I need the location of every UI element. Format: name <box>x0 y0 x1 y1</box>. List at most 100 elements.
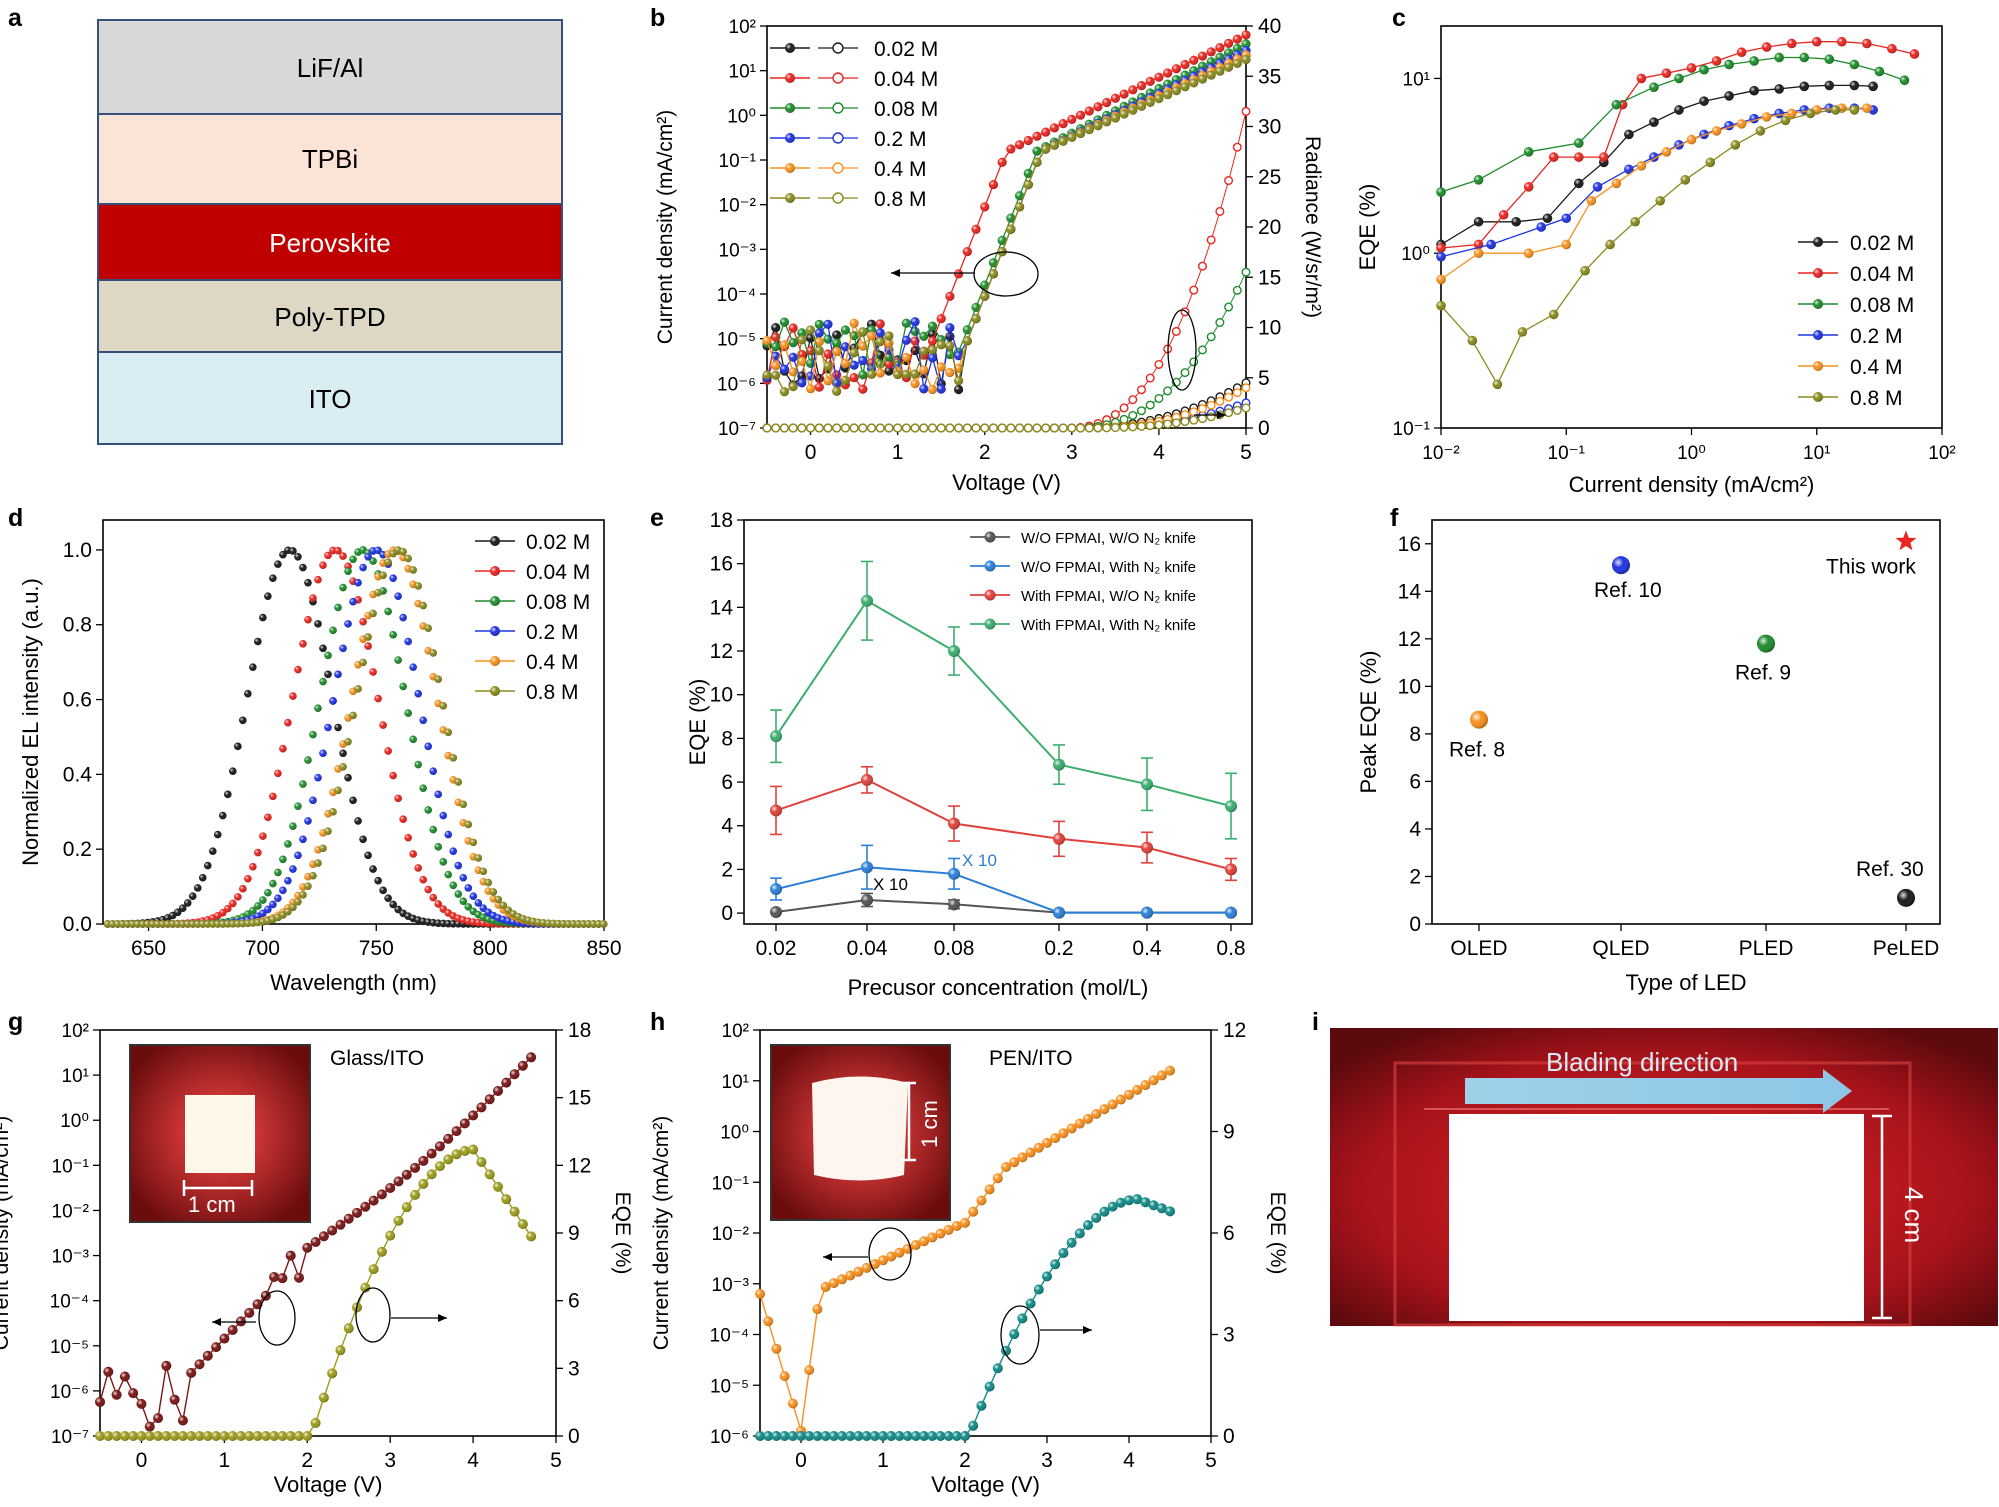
chart-d-point-5-7794-shade <box>439 702 448 710</box>
chart-b-jv-point-2-11-shade <box>858 370 868 380</box>
chart-d-point-5-7838 <box>449 754 458 762</box>
chart-d-ytick-label-3: 0.6 <box>63 689 92 712</box>
chart-h-ytick-label-3: 10⁻³ <box>712 1275 750 1296</box>
chart-d-point-1-7156-shade <box>294 665 302 674</box>
chart-g-jv-point-41-shade <box>434 1141 445 1152</box>
chart-b-jv-point-1-24-shade <box>971 224 981 234</box>
chart-b-jv-point-1-25 <box>980 202 990 212</box>
chart-b-jv-point-4-4-shade <box>797 356 807 366</box>
chart-b-rad-point-5-18 <box>919 423 929 433</box>
chart-c-point-2-7 <box>1699 64 1709 75</box>
chart-g-eqe-point-42 <box>443 1154 454 1165</box>
panel-letter-f: f <box>1390 504 1399 532</box>
chart-b-xtick-label-4: 4 <box>1153 441 1165 464</box>
chart-e-point-3-3 <box>1053 758 1065 771</box>
chart-c-legend-marker-5-shade <box>1813 392 1823 402</box>
chart-b-jv-point-1-46-shade <box>1163 68 1173 78</box>
chart-d-point-0-6826-shade <box>218 811 227 820</box>
chart-b-jv-point-0-1-shade <box>771 323 781 333</box>
chart-f-xlabel: Type of LED <box>1625 970 1746 995</box>
chart-e-point-1-4 <box>1141 906 1153 919</box>
chart-f-ytick-label-6: 12 <box>1398 628 1421 651</box>
chart-g-xtick-label-0: 0 <box>136 1449 148 1472</box>
device-stack: LiF/Al TPBi Perovskite Poly-TPD ITO <box>97 19 563 445</box>
chart-d-point-0-6694 <box>188 892 197 900</box>
chart-d-point-5-8498-shade <box>599 920 608 928</box>
chart-d-point-1-7750-shade <box>429 893 438 902</box>
chart-b-jv-point-5-5-shade <box>805 325 816 335</box>
chart-b-jv-point-5-37 <box>1084 125 1094 135</box>
chart-b-jv-point-1-34 <box>1058 119 1068 129</box>
chart-f-ytick-label-8: 16 <box>1398 533 1421 556</box>
chart-d-point-3-7046 <box>269 900 277 909</box>
chart-b-rad-point-2-48 <box>1180 368 1190 378</box>
chart-d-point-0-6870-shade <box>229 767 237 775</box>
chart-b-jv-point-1-14 <box>884 359 894 369</box>
chart-c-legend-marker-5 <box>1813 392 1823 402</box>
chart-d-point-0-6738 <box>198 873 207 882</box>
chart-b-jv-point-5-40 <box>1110 113 1120 123</box>
chart-c-point-1-10-shade <box>1686 63 1697 73</box>
chart-e-line-2 <box>775 778 1232 871</box>
chart-b-jv-point-3-19 <box>927 353 938 363</box>
chart-c-point-4-15 <box>1862 103 1872 113</box>
chart-h-eqe-point-39-shade <box>1074 1228 1085 1239</box>
chart-g-xlabel: Voltage (V) <box>274 1472 383 1497</box>
chart-c-point-5-7-shade <box>1630 216 1640 227</box>
chart-b-jv-point-2-6-shade <box>814 319 824 329</box>
chart-d-point-2-7750-shade <box>429 825 438 834</box>
chart-b-jv-point-1-20 <box>936 313 946 324</box>
chart-b-jv-point-2-31-shade <box>1032 146 1042 156</box>
chart-e-ytick-label-6: 12 <box>710 640 733 663</box>
chart-f-xtick-label-0: OLED <box>1450 937 1507 960</box>
chart-g-eqe-point-30 <box>343 1323 354 1334</box>
chart-b-jv-point-1-35 <box>1067 114 1077 124</box>
chart-d-point-5-7420-shade <box>354 685 362 693</box>
chart-b-jv-point-5-8-shade <box>832 386 842 396</box>
chart-d-point-3-7420-shade <box>354 578 362 587</box>
chart-g-jv-point-39 <box>418 1155 429 1166</box>
chart-g-ylabel: Current density (mA/cm²) <box>0 1116 13 1351</box>
chart-d-point-1-6958 <box>249 862 257 871</box>
chart-b-jv-point-0-1 <box>771 323 781 333</box>
chart-d-point-1-6958-shade <box>249 862 257 871</box>
chart-b-jv-point-5-30 <box>1023 179 1033 190</box>
chart-g-jv-point-16-shade <box>227 1324 238 1335</box>
chart-b-rad-point-5-23 <box>962 423 972 433</box>
chart-c-legend-marker-2-shade <box>1813 299 1823 309</box>
chart-e-point-3-0-shade <box>770 730 782 743</box>
chart-d-point-5-7970-shade <box>479 867 488 876</box>
chart-b-jv-point-2-26 <box>988 258 999 268</box>
chart-b-rad-point-5-25 <box>980 423 990 433</box>
chart-h-y2tick-label-4: 12 <box>1223 1019 1246 1042</box>
chart-g-eqe-point-25-shade <box>302 1431 313 1441</box>
chart-d-point-3-7882-shade <box>459 873 468 882</box>
chart-d-point-2-7002-shade <box>259 896 267 904</box>
chart-c-point-4-10-shade <box>1736 119 1747 129</box>
chart-d-point-0-7046-shade <box>269 574 277 582</box>
panel-letter-d: d <box>8 504 23 532</box>
chart-d-point-2-7772 <box>434 843 443 851</box>
chart-b-jv-point-4-9-shade <box>840 358 850 369</box>
panel-letter-c: c <box>1392 4 1406 32</box>
chart-b-ytick-label-8: 10¹ <box>729 62 756 83</box>
chart-h-jv-point-25-shade <box>960 1217 970 1228</box>
chart-b-jv-point-1-38-shade <box>1093 102 1103 112</box>
chart-g-eqe-point-36 <box>393 1215 404 1226</box>
chart-g-jv-point-34 <box>376 1189 387 1200</box>
chart-b-jv-point-1-43 <box>1136 81 1147 91</box>
chart-b-jv-point-2-55-shade <box>1241 39 1251 49</box>
chart-d-point-2-7662-shade <box>409 735 417 744</box>
chart-b-arrow-left <box>891 269 975 277</box>
chart-b-jv-point-5-44-shade <box>1145 97 1155 107</box>
chart-b-jv-point-5-6-shade <box>814 345 824 356</box>
chart-g-xtick-label-5: 5 <box>550 1449 562 1472</box>
chart-h-jv-point-26 <box>968 1206 979 1217</box>
chart-b-xlabel: Voltage (V) <box>952 470 1061 495</box>
chart-d-point-0-6672-shade <box>183 899 192 907</box>
chart-d-point-5-7332 <box>334 786 342 795</box>
chart-h-eqe-point-29 <box>992 1363 1003 1374</box>
chart-b-rad-point-2-42 <box>1128 410 1138 420</box>
layer-tpbi <box>97 113 563 205</box>
chart-b-rad-point-5-9 <box>840 423 850 433</box>
